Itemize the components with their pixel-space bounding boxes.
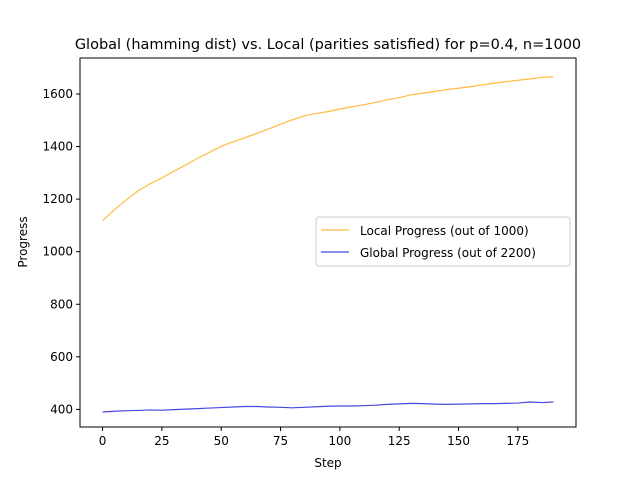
series-layer [102,76,554,413]
legend: Local Progress (out of 1000) Global Prog… [315,216,571,267]
x-tick-label: 125 [388,434,411,448]
chart-title: Global (hamming dist) vs. Local (paritie… [75,37,581,53]
legend-label-local: Local Progress (out of 1000) [360,224,529,238]
series-line-global [102,401,554,413]
x-tick-label: 150 [447,434,470,448]
y-tick-label: 800 [50,297,73,311]
x-tick-label: 50 [214,434,229,448]
y-tick-label: 1200 [42,192,73,206]
x-tick-label: 0 [99,434,107,448]
y-tick-label: 1400 [42,140,73,154]
y-tick-label: 600 [50,350,73,364]
y-axis-label: Progress [16,216,30,267]
x-tick-label: 100 [328,434,351,448]
y-tick-label: 1600 [42,87,73,101]
ticks-layer: 0 25 50 75 100 125 150 175 400 600 800 1000 1200 1400… [42,87,529,448]
plot-frame [79,57,577,428]
x-tick-label: 175 [506,434,529,448]
x-tick-label: 75 [273,434,288,448]
x-axis-label: Step [314,456,341,470]
y-tick-label: 400 [50,402,73,416]
series-line-local [102,76,554,222]
x-tick-label: 25 [154,434,169,448]
legend-box [315,216,571,267]
legend-label-global: Global Progress (out of 2200) [360,246,536,260]
y-tick-label: 1000 [42,245,73,259]
